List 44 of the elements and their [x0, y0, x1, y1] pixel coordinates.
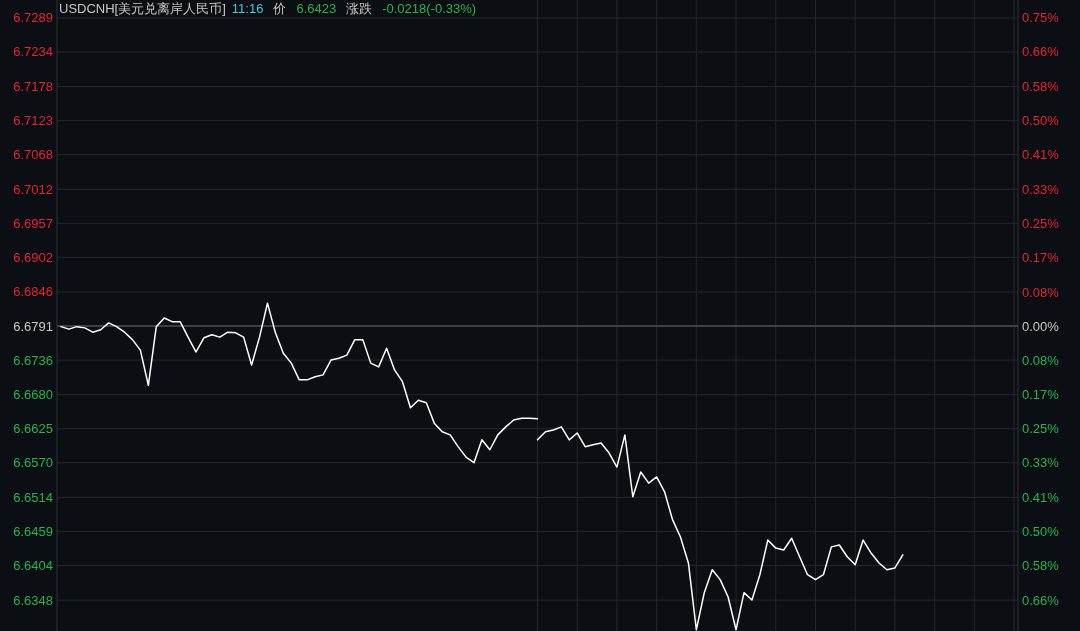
- y-tick-label: 6.6791: [13, 318, 53, 334]
- y-tick-label: 6.6846: [13, 284, 53, 300]
- y2-tick-label: 0.66%: [1022, 44, 1060, 60]
- annotation: 价: [272, 0, 287, 16]
- line-series: [60, 302, 539, 464]
- y-tick-label: 6.6902: [13, 249, 53, 265]
- y2-tick-label: 0.41%: [1022, 489, 1060, 505]
- y2-tick-label: 0.66%: [1022, 592, 1060, 608]
- y-tick-label: 6.6348: [13, 592, 53, 608]
- y-tick-label: 6.6459: [13, 523, 53, 539]
- y-tick-label: 6.6736: [13, 352, 53, 368]
- y2-tick-label: 0.17%: [1022, 387, 1060, 403]
- chart-title: USDCNH[美元兑离岸人民币]: [59, 0, 226, 16]
- y-tick-label: 6.6404: [13, 557, 53, 573]
- y-tick-label: 6.7289: [13, 10, 53, 26]
- y2-tick-label: 0.08%: [1022, 352, 1060, 368]
- y2-tick-label: 0.75%: [1022, 10, 1060, 26]
- annotation: 6.6423: [296, 0, 337, 16]
- y2-tick-label: 0.17%: [1022, 249, 1060, 265]
- y-tick-label: 6.7234: [13, 44, 53, 60]
- y-tick-label: 6.7068: [13, 147, 53, 163]
- annotation: 11:16: [231, 0, 264, 16]
- line-series: [536, 426, 904, 631]
- y2-tick-label: 0.50%: [1022, 523, 1060, 539]
- y2-tick-label: 0.50%: [1022, 113, 1060, 129]
- y2-tick-label: 0.58%: [1022, 79, 1060, 95]
- y2-tick-label: 0.58%: [1022, 557, 1060, 573]
- y2-tick-label: 0.33%: [1022, 455, 1060, 471]
- y-tick-label: 6.6570: [13, 455, 53, 471]
- y-tick-label: 6.6680: [13, 387, 53, 403]
- y-tick-label: 6.6625: [13, 421, 53, 437]
- y-tick-label: 6.6957: [13, 215, 53, 231]
- y2-tick-label: 0.41%: [1022, 147, 1060, 163]
- annotation: -0.0218(-0.33%): [382, 0, 477, 16]
- y2-tick-label: 0.33%: [1022, 181, 1060, 197]
- annotation: 涨跌: [346, 0, 373, 16]
- y-tick-label: 6.7123: [13, 113, 53, 129]
- y2-tick-label: 0.25%: [1022, 215, 1060, 231]
- y-tick-label: 6.7012: [13, 181, 53, 197]
- y2-tick-label: 0.08%: [1022, 284, 1060, 300]
- y2-tick-label: 0.00%: [1022, 318, 1060, 334]
- y2-tick-label: 0.25%: [1022, 421, 1060, 437]
- y-tick-label: 6.6514: [13, 489, 53, 505]
- y-tick-label: 6.7178: [13, 79, 53, 95]
